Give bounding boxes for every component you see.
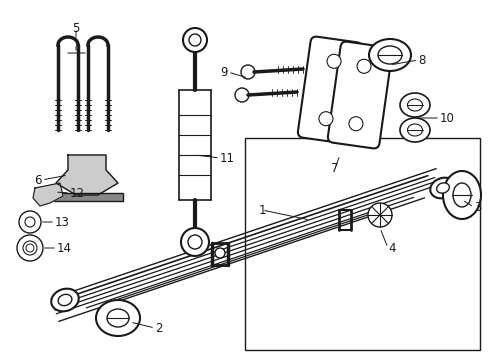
Circle shape: [348, 117, 362, 131]
Text: 5: 5: [72, 22, 80, 35]
Ellipse shape: [96, 300, 140, 336]
FancyBboxPatch shape: [327, 42, 391, 148]
Ellipse shape: [107, 309, 129, 327]
Circle shape: [23, 241, 37, 255]
Text: 7: 7: [330, 162, 338, 175]
Ellipse shape: [452, 183, 470, 207]
Ellipse shape: [377, 46, 401, 64]
Ellipse shape: [399, 93, 429, 117]
Ellipse shape: [407, 99, 422, 111]
Circle shape: [26, 244, 34, 252]
Polygon shape: [56, 155, 118, 195]
Bar: [53, 193, 123, 201]
Text: 6: 6: [35, 174, 42, 186]
Bar: [244, 138, 479, 350]
Circle shape: [215, 248, 224, 258]
Text: 11: 11: [220, 152, 235, 165]
Circle shape: [25, 217, 35, 227]
Circle shape: [326, 54, 340, 68]
Ellipse shape: [399, 118, 429, 142]
Text: 3: 3: [473, 201, 480, 213]
Circle shape: [235, 88, 248, 102]
Circle shape: [356, 59, 370, 73]
Ellipse shape: [436, 183, 448, 193]
FancyBboxPatch shape: [297, 37, 362, 143]
Ellipse shape: [429, 178, 455, 198]
Ellipse shape: [51, 289, 79, 311]
Text: 4: 4: [387, 242, 395, 255]
Text: 1: 1: [258, 203, 265, 216]
Text: 8: 8: [417, 54, 425, 67]
Text: 2: 2: [155, 321, 162, 334]
Circle shape: [19, 211, 41, 233]
Circle shape: [187, 235, 202, 249]
Circle shape: [241, 65, 254, 79]
Polygon shape: [33, 183, 63, 206]
Circle shape: [318, 112, 332, 126]
Ellipse shape: [442, 171, 480, 219]
Text: 10: 10: [439, 112, 454, 125]
Circle shape: [17, 235, 43, 261]
Circle shape: [367, 203, 391, 227]
Circle shape: [189, 34, 201, 46]
Ellipse shape: [368, 39, 410, 71]
Circle shape: [181, 228, 208, 256]
Text: 9: 9: [220, 66, 227, 78]
Ellipse shape: [58, 294, 72, 306]
Text: 12: 12: [70, 186, 85, 199]
Text: 13: 13: [55, 216, 70, 229]
Text: 14: 14: [57, 242, 72, 255]
Circle shape: [183, 28, 206, 52]
Ellipse shape: [407, 124, 422, 136]
